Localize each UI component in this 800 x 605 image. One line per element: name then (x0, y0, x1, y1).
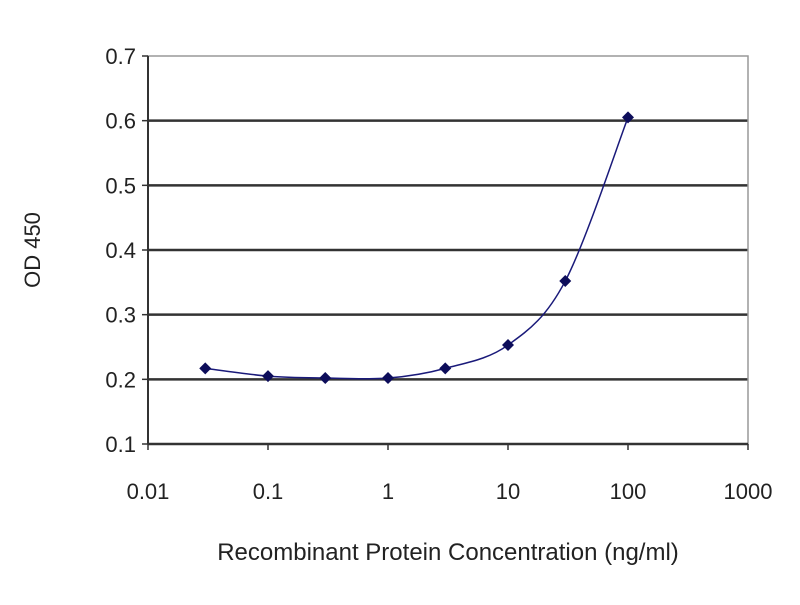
y-axis-label: OD 450 (20, 212, 45, 288)
data-point (262, 370, 274, 383)
y-tick-label: 0.6 (105, 109, 136, 134)
data-point (319, 372, 332, 385)
data-point (382, 372, 394, 385)
axes (142, 55, 749, 450)
grid-lines (148, 119, 748, 381)
tick-labels: 0.1 0.2 0.3 0.4 0.5 0.6 0.7 0.01 0.1 1 10 100 1000 (105, 44, 772, 504)
y-tick-label: 0.3 (105, 303, 136, 328)
y-tick-label: 0.5 (105, 173, 136, 198)
y-tick-label: 0.2 (105, 367, 136, 392)
series-line (205, 117, 629, 380)
data-point (622, 111, 634, 124)
data-point (439, 362, 452, 375)
x-tick-label: 1 (382, 479, 394, 504)
y-tick-label: 0.1 (105, 432, 136, 457)
x-axis-label: Recombinant Protein Concentration (ng/ml… (217, 539, 679, 566)
data-points (199, 111, 634, 385)
x-tick-label: 10 (496, 479, 520, 504)
x-tick-label: 1000 (724, 479, 773, 504)
data-point (559, 275, 572, 288)
x-tick-label: 0.01 (127, 479, 170, 504)
x-tick-label: 0.1 (253, 479, 284, 504)
data-point (502, 339, 514, 352)
data-point (199, 362, 212, 375)
y-tick-label: 0.7 (105, 44, 136, 69)
x-tick-label: 100 (610, 479, 647, 504)
y-tick-label: 0.4 (105, 238, 136, 263)
